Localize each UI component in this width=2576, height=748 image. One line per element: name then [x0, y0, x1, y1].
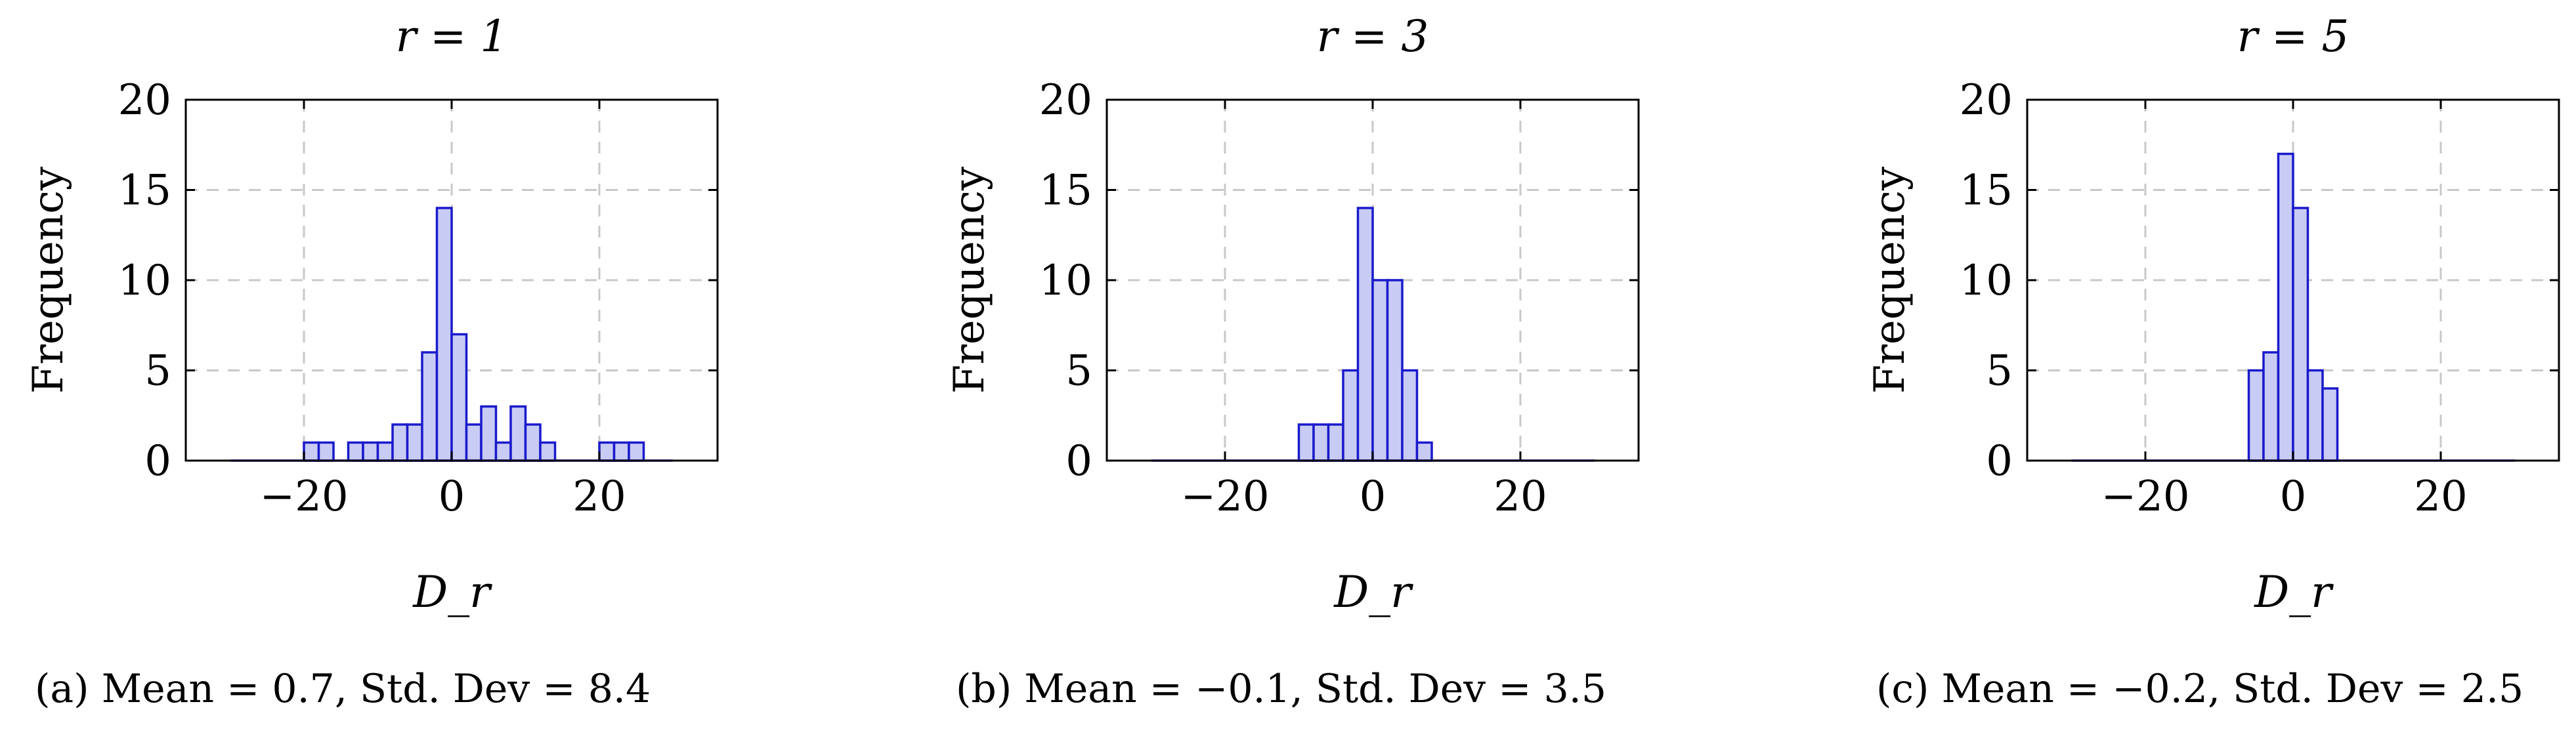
y-tick-label: 10: [118, 257, 171, 305]
histogram-bar: [2247, 369, 2265, 462]
histogram-bar: [465, 423, 483, 462]
histogram-bar: [598, 441, 616, 462]
histogram-bar: [524, 423, 542, 462]
histogram-bar: [1371, 279, 1389, 462]
histogram-bar: [1356, 207, 1374, 462]
x-tick-label: −20: [259, 472, 348, 521]
histogram-bar: [1401, 369, 1419, 462]
y-tick-label: 15: [1960, 167, 2013, 215]
x-tick-label: −20: [2101, 472, 2189, 521]
histogram-bar: [494, 441, 512, 462]
histogram-bar: [2262, 351, 2280, 462]
y-tick-label: 10: [1039, 257, 1092, 305]
x-tick-label: 0: [439, 472, 465, 521]
y-axis-label: Frequency: [945, 167, 994, 394]
histogram-bar: [1386, 279, 1404, 462]
histogram-bar: [2321, 387, 2339, 462]
subfigure-caption: (a) Mean = 0.7, Std. Dev = 8.4: [35, 666, 651, 712]
histogram-bar: [1312, 423, 1330, 462]
histogram-bar: [450, 333, 468, 462]
x-tick-label: 0: [2280, 472, 2307, 521]
subfigure-caption: (c) Mean = −0.2, Std. Dev = 2.5: [1876, 666, 2523, 712]
x-tick-label: 20: [2414, 472, 2467, 521]
histogram-bar: [1327, 423, 1344, 462]
x-tick-label: 0: [1360, 472, 1386, 521]
histogram-bar: [376, 441, 394, 462]
histogram-bar: [421, 351, 439, 462]
histogram-panel-3: r = 5 −20 0 20 0 5 10 15 20 Frequency D_r (c) Mean …: [1866, 11, 2560, 712]
histogram-bar: [628, 441, 645, 462]
y-axis-label: Frequency: [1866, 167, 1914, 394]
histogram-bar: [391, 423, 409, 462]
y-tick-label: 0: [1986, 437, 2013, 486]
y-tick-label: 20: [1039, 76, 1092, 125]
histogram-bar: [2306, 369, 2324, 462]
x-axis-label: D_r: [1333, 567, 1413, 617]
histogram-bar: [303, 441, 320, 462]
y-tick-label: 15: [1039, 167, 1092, 215]
histogram-bar: [612, 441, 630, 462]
histogram-bar: [1342, 369, 1360, 462]
x-axis-label: D_r: [412, 567, 492, 617]
y-tick-label: 20: [118, 76, 171, 125]
histogram-bar: [509, 405, 527, 462]
panel-title: r = 1: [396, 11, 508, 62]
panel-title: r = 5: [2237, 11, 2350, 62]
x-axis-label: D_r: [2254, 567, 2334, 617]
histogram-bar: [347, 441, 364, 462]
histogram-bar: [480, 405, 498, 462]
y-tick-label: 5: [1986, 347, 2013, 396]
histogram-bar: [317, 441, 335, 462]
subfigure-caption: (b) Mean = −0.1, Std. Dev = 3.5: [956, 666, 1606, 712]
y-tick-label: 0: [144, 437, 171, 486]
histogram-panel-2: r = 3 −20 0 20 0 5 10 15 20 Frequency D_r (b) Mean …: [945, 11, 1640, 712]
panel-title: r = 3: [1317, 11, 1429, 62]
y-tick-label: 20: [1960, 76, 2013, 125]
histogram-bar: [1415, 441, 1433, 462]
histogram-bar: [2277, 152, 2294, 462]
histogram-bar: [1297, 423, 1315, 462]
y-tick-label: 15: [118, 167, 171, 215]
y-tick-label: 5: [144, 347, 171, 396]
histogram-bar: [539, 441, 557, 462]
histogram-panel-1: r = 1 −20 0 20 0 5 10 15 20 Frequency D_r (a) Mean …: [24, 11, 719, 712]
histogram-bar: [406, 423, 423, 462]
x-tick-label: 20: [1493, 472, 1547, 521]
y-tick-label: 5: [1065, 347, 1092, 396]
histogram-bar: [435, 207, 453, 462]
y-tick-label: 0: [1065, 437, 1092, 486]
histogram-bar: [362, 441, 379, 462]
x-tick-label: 20: [572, 472, 626, 521]
y-axis-label: Frequency: [24, 167, 73, 394]
x-tick-label: −20: [1180, 472, 1269, 521]
y-tick-label: 10: [1960, 257, 2013, 305]
histogram-bar: [2292, 207, 2309, 462]
